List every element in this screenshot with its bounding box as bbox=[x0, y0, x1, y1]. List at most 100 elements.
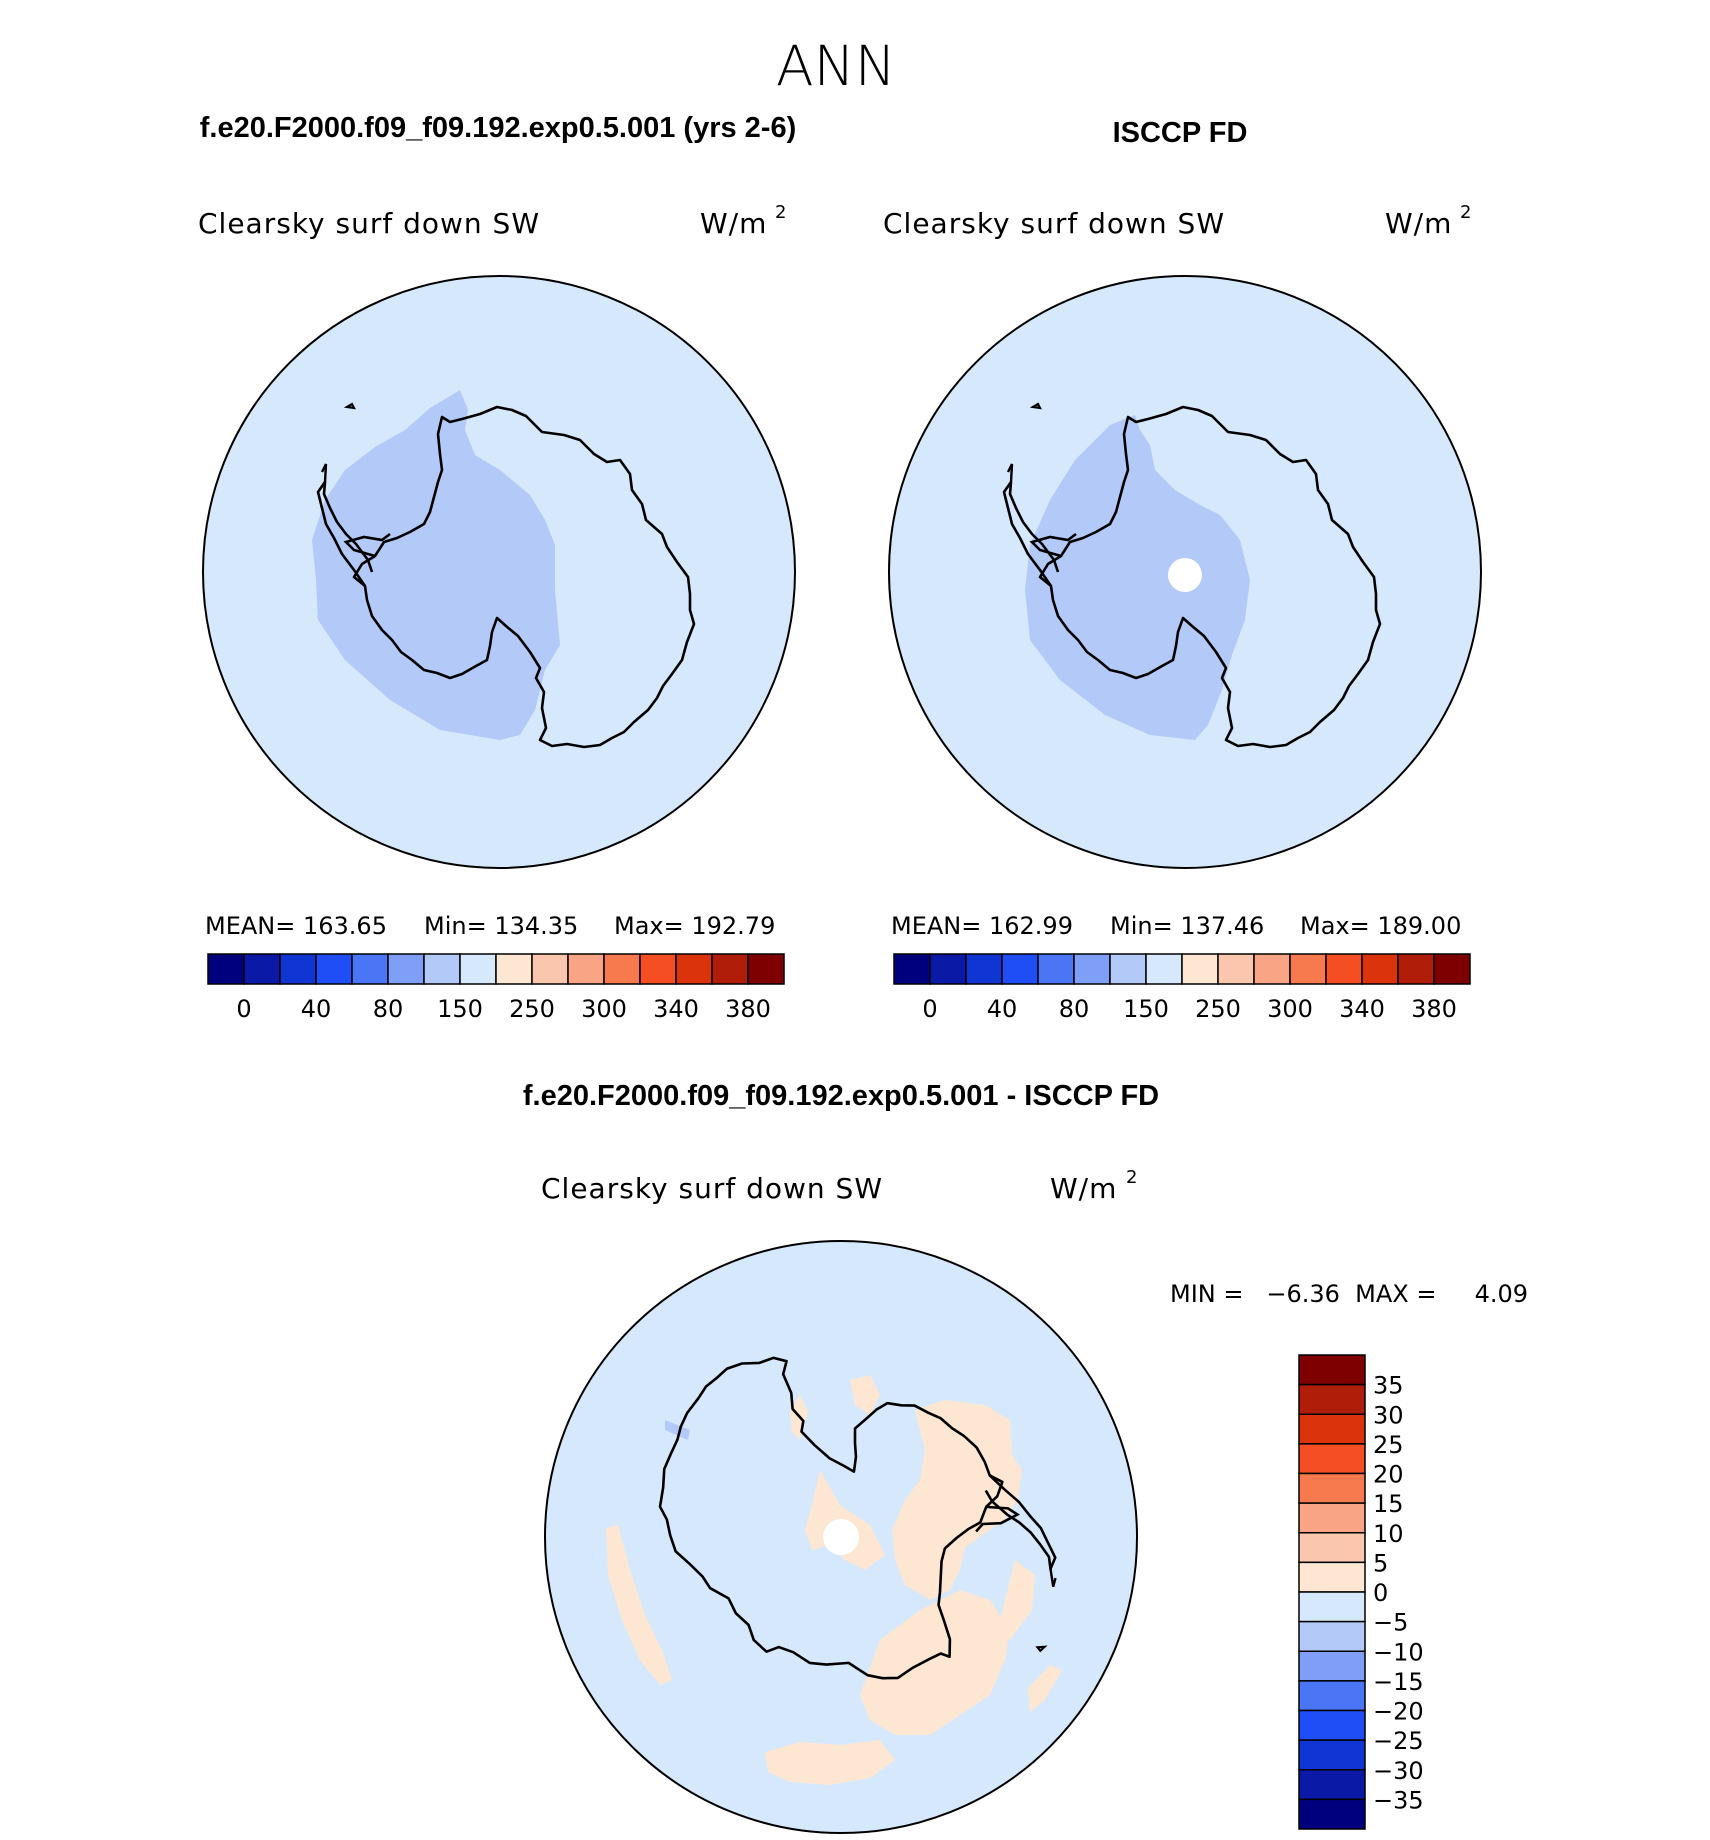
panel-obs-stats: MEAN= 162.99 Min= 137.46 Max= 189.00 bbox=[891, 912, 1461, 940]
map-contour-region bbox=[1025, 415, 1250, 740]
colorbar-swatch bbox=[1298, 1354, 1366, 1386]
colorbar-swatch bbox=[1397, 953, 1435, 985]
colorbar-swatch bbox=[603, 953, 641, 985]
stat-max: Max= 192.79 bbox=[614, 912, 775, 940]
colorbar-swatch bbox=[1298, 1443, 1366, 1475]
panel-diff-units: W/m 2 bbox=[1050, 1167, 1137, 1205]
pole-hole bbox=[1168, 558, 1202, 592]
colorbar-swatch bbox=[1145, 953, 1183, 985]
colorbar-tick-label: 380 bbox=[725, 995, 771, 1023]
colorbar-swatch bbox=[315, 953, 353, 985]
colorbar-tick-label: −25 bbox=[1373, 1727, 1424, 1755]
colorbar-swatch bbox=[1217, 953, 1255, 985]
map-boundary bbox=[202, 275, 796, 869]
panel-obs-units-text: W/m bbox=[1385, 207, 1452, 240]
colorbar-tick-label: 250 bbox=[1195, 995, 1241, 1023]
panel-obs-case-title: ISCCP FD bbox=[1113, 117, 1248, 149]
stat-min: Min= 137.46 bbox=[1110, 912, 1264, 940]
panel-model-units-text: W/m bbox=[700, 207, 767, 240]
colorbar-swatch bbox=[351, 953, 389, 985]
colorbar-swatch bbox=[1253, 953, 1291, 985]
panel-model-map bbox=[202, 275, 796, 869]
colorbar-swatch bbox=[1298, 1739, 1366, 1771]
stat-mean: MEAN= 162.99 bbox=[891, 912, 1073, 940]
colorbar-obs: 0 40 80 150 250 300 340 380 bbox=[893, 953, 1471, 1023]
positive-anomaly-ridge bbox=[1000, 1560, 1035, 1640]
colorbar-swatch bbox=[1298, 1680, 1366, 1712]
colorbar-swatch bbox=[711, 953, 749, 985]
colorbar-tick-label: 0 bbox=[922, 995, 937, 1023]
colorbar-swatch bbox=[893, 953, 931, 985]
panel-obs-variable: Clearsky surf down SW bbox=[883, 207, 1225, 240]
positive-anomaly-coast bbox=[850, 1375, 880, 1415]
colorbar-swatch bbox=[1298, 1798, 1366, 1830]
colorbar-tick-label: 150 bbox=[1123, 995, 1169, 1023]
panel-obs: ISCCP FD Clearsky surf down SW W/m 2 MEA… bbox=[883, 117, 1482, 1023]
colorbar-swatch bbox=[1361, 953, 1399, 985]
colorbar-swatch bbox=[1325, 953, 1363, 985]
stat-min: Min= 134.35 bbox=[424, 912, 578, 940]
colorbar-swatch bbox=[747, 953, 785, 985]
panel-diff-title: f.e20.F2000.f09_f09.192.exp0.5.001 - ISC… bbox=[523, 1080, 1159, 1112]
colorbar-swatch bbox=[531, 953, 569, 985]
colorbar-swatch bbox=[1109, 953, 1147, 985]
colorbar-swatch bbox=[1037, 953, 1075, 985]
panel-model-variable: Clearsky surf down SW bbox=[198, 207, 540, 240]
colorbar-tick-label: 380 bbox=[1411, 995, 1457, 1023]
map-boundary bbox=[544, 1240, 1138, 1834]
stat-max: Max= 189.00 bbox=[1300, 912, 1461, 940]
panel-model-units-exp: 2 bbox=[775, 202, 786, 223]
panel-model-case-title: f.e20.F2000.f09_f09.192.exp0.5.001 (yrs … bbox=[200, 112, 797, 144]
colorbar-tick-label: 300 bbox=[1267, 995, 1313, 1023]
colorbar-tick-label: 30 bbox=[1373, 1401, 1404, 1429]
colorbar-tick-label: 40 bbox=[987, 995, 1018, 1023]
colorbar-swatch bbox=[1298, 1591, 1366, 1623]
colorbar-swatch bbox=[1073, 953, 1111, 985]
colorbar-swatch bbox=[1001, 953, 1039, 985]
colorbar-tick-label: 150 bbox=[437, 995, 483, 1023]
colorbar-swatch bbox=[1298, 1561, 1366, 1593]
panel-diff-map bbox=[544, 1240, 1138, 1834]
colorbar-swatch bbox=[639, 953, 677, 985]
colorbar-tick-label: 80 bbox=[1059, 995, 1090, 1023]
colorbar-swatch bbox=[1298, 1650, 1366, 1682]
stat-mean: MEAN= 163.65 bbox=[205, 912, 387, 940]
panel-model-units: W/m 2 bbox=[700, 202, 786, 240]
colorbar-tick-label: −15 bbox=[1373, 1668, 1424, 1696]
colorbar-swatch bbox=[459, 953, 497, 985]
panel-obs-units-exp: 2 bbox=[1460, 202, 1471, 223]
panel-diff: f.e20.F2000.f09_f09.192.exp0.5.001 - ISC… bbox=[523, 1080, 1528, 1834]
colorbar-tick-label: −10 bbox=[1373, 1638, 1424, 1666]
figure-title: ANN bbox=[776, 34, 896, 98]
colorbar-swatch bbox=[279, 953, 317, 985]
colorbar-tick-label: 10 bbox=[1373, 1520, 1404, 1548]
pole-hole bbox=[823, 1519, 859, 1555]
colorbar-swatch bbox=[929, 953, 967, 985]
colorbar-tick-label: 80 bbox=[373, 995, 404, 1023]
colorbar-swatch bbox=[1298, 1769, 1366, 1801]
colorbar-swatch bbox=[1298, 1620, 1366, 1652]
colorbar-tick-label: 15 bbox=[1373, 1490, 1404, 1518]
colorbar-tick-label: 340 bbox=[653, 995, 699, 1023]
panel-model-stats: MEAN= 163.65 Min= 134.35 Max= 192.79 bbox=[205, 912, 775, 940]
panel-obs-map bbox=[888, 275, 1482, 869]
colorbar-swatch bbox=[1289, 953, 1327, 985]
colorbar-tick-label: 35 bbox=[1373, 1372, 1404, 1400]
colorbar-swatch bbox=[1298, 1472, 1366, 1504]
panel-diff-units-exp: 2 bbox=[1126, 1167, 1137, 1188]
colorbar-tick-label: 20 bbox=[1373, 1461, 1404, 1489]
panel-obs-units: W/m 2 bbox=[1385, 202, 1471, 240]
colorbar-tick-label: −5 bbox=[1373, 1609, 1408, 1637]
colorbar-swatch bbox=[1433, 953, 1471, 985]
colorbar-tick-label: −30 bbox=[1373, 1757, 1424, 1785]
colorbar-tick-label: 5 bbox=[1373, 1549, 1388, 1577]
colorbar-tick-label: 0 bbox=[1373, 1579, 1388, 1607]
panel-diff-variable: Clearsky surf down SW bbox=[541, 1172, 883, 1205]
colorbar-swatch bbox=[243, 953, 281, 985]
colorbar-swatch bbox=[1298, 1709, 1366, 1741]
colorbar-swatch bbox=[1181, 953, 1219, 985]
colorbar-tick-label: 25 bbox=[1373, 1431, 1404, 1459]
colorbar-swatch bbox=[423, 953, 461, 985]
